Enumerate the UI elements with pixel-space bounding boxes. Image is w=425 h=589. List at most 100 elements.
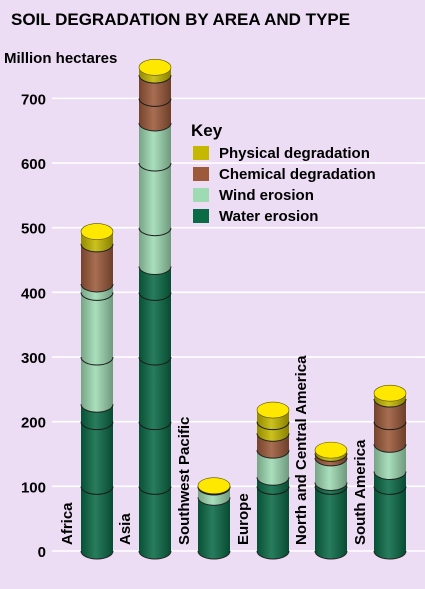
unit-hoop (138, 486, 172, 495)
unit-hoop (138, 421, 172, 431)
category-label: South America (352, 439, 369, 545)
category-label: Africa (59, 502, 76, 545)
unit-hoop (373, 486, 407, 495)
legend-swatch (193, 209, 209, 223)
bar-stack (197, 477, 231, 560)
unit-hoop (80, 421, 114, 431)
segment-seam (138, 122, 172, 132)
gridlines (52, 97, 425, 552)
segment-seam (197, 497, 231, 506)
segment-seam (138, 550, 172, 560)
segment-seam (373, 471, 407, 480)
segment-seam (314, 457, 348, 467)
unit-hoop (138, 356, 172, 366)
segment-seam (373, 398, 407, 408)
unit-hoop (80, 292, 114, 301)
unit-hoop (80, 486, 114, 495)
segment-seam (256, 550, 290, 560)
stacked-bars (80, 59, 407, 560)
bar-stack (138, 59, 172, 560)
category-label: Southwest Pacific (176, 417, 193, 545)
segment-seam (256, 450, 290, 459)
category-label: North and Central America (293, 355, 310, 545)
bar-top-cap (80, 223, 114, 240)
segment-seam (80, 243, 114, 253)
category-label: Europe (235, 493, 252, 545)
legend-swatch (193, 146, 209, 160)
bar-segment (139, 67, 171, 84)
bar-segment (315, 453, 347, 466)
bar-top-cap (373, 384, 407, 402)
bar-segment (374, 444, 406, 480)
bar-segment (139, 75, 171, 131)
segment-seam (80, 404, 114, 413)
bar-stack (256, 401, 290, 560)
legend-entry-label: Water erosion (219, 208, 318, 225)
segment-seam (373, 550, 407, 560)
bar-stack (80, 223, 114, 560)
category-labels: Africa Asia Southwest Pacific Europe North a… (59, 355, 369, 545)
bar-stack (314, 441, 348, 560)
chart-title: SOIL DEGRADATION BY AREA AND TYPE (11, 10, 350, 29)
bar-top-cap (197, 477, 231, 494)
legend-entry-label: Physical degradation (219, 145, 370, 162)
unit-hoop (197, 486, 231, 495)
segment-seam (314, 482, 348, 491)
segment-seam (80, 283, 114, 293)
segment-seam (373, 444, 407, 453)
unit-hoop (138, 98, 172, 107)
bar-top-cap (138, 59, 172, 76)
unit-hoop (373, 421, 407, 431)
segment-seam (197, 550, 231, 560)
bar-segment (81, 404, 113, 559)
segment-seam (314, 550, 348, 560)
y-axis-ticks: 0 100 200 300 400 500 600 700 (21, 91, 46, 561)
category-label: Asia (117, 513, 134, 545)
bar-top-cap (314, 441, 348, 459)
bar-segment (81, 283, 113, 413)
bar-segment (257, 433, 289, 459)
unit-hoop (138, 292, 172, 301)
legend-title: Key (191, 121, 223, 140)
y-tick-label: 700 (21, 91, 46, 108)
legend-entry-label: Wind erosion (219, 187, 314, 204)
y-axis-label: Million hectares (4, 50, 117, 67)
bar-top-cap (256, 401, 290, 419)
unit-hoop (80, 356, 114, 366)
bar-segment (81, 243, 113, 292)
y-tick-label: 500 (21, 221, 46, 238)
unit-hoop (256, 421, 290, 431)
bar-segment (315, 457, 347, 491)
bar-segment (81, 231, 113, 252)
bar-stack (373, 384, 407, 560)
legend-swatch (193, 167, 209, 181)
segment-seam (138, 266, 172, 275)
y-tick-label: 0 (38, 544, 46, 561)
bar-segment (257, 410, 289, 442)
unit-hoop (256, 486, 290, 495)
y-tick-label: 600 (21, 156, 46, 173)
unit-hoop (138, 162, 172, 172)
bar-segment (139, 266, 171, 559)
segment-seam (80, 550, 114, 560)
bar-segment (374, 399, 406, 453)
bar-segment (257, 477, 289, 559)
bar-segment (374, 393, 406, 408)
bar-segment (139, 122, 171, 275)
bar-segment (198, 486, 230, 506)
legend: Key Physical degradation Chemical degrada… (191, 121, 376, 225)
legend-entry-label: Chemical degradation (219, 166, 376, 183)
segment-seam (138, 75, 172, 84)
y-tick-label: 400 (21, 285, 46, 302)
bar-segment (315, 450, 347, 462)
bar-segment (374, 471, 406, 559)
y-tick-label: 300 (21, 350, 46, 367)
bar-segment (257, 450, 289, 486)
y-tick-label: 200 (21, 415, 46, 432)
unit-hoop (138, 227, 172, 237)
segment-seam (256, 433, 290, 442)
y-tick-label: 100 (21, 479, 46, 496)
bar-segment (198, 497, 230, 559)
segment-seam (314, 453, 348, 462)
